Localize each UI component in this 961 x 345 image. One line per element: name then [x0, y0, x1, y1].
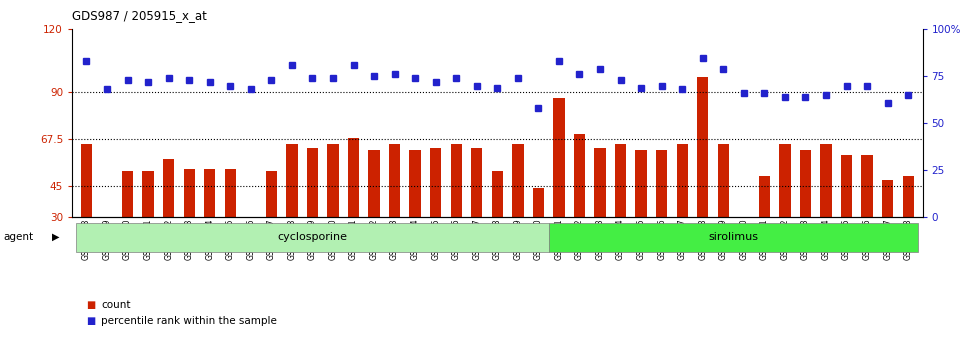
Bar — [348, 138, 359, 217]
Bar — [554, 98, 565, 217]
Text: ▶: ▶ — [52, 232, 60, 242]
Bar — [595, 148, 605, 217]
Bar — [821, 144, 831, 217]
Bar — [759, 176, 770, 217]
Bar — [902, 176, 914, 217]
Bar — [718, 144, 729, 217]
Bar — [779, 144, 791, 217]
Bar — [451, 144, 462, 217]
Text: count: count — [101, 300, 131, 310]
Bar — [492, 171, 503, 217]
Text: percentile rank within the sample: percentile rank within the sample — [101, 316, 277, 326]
Bar — [656, 150, 667, 217]
Bar — [677, 144, 688, 217]
Text: cyclosporine: cyclosporine — [278, 232, 348, 242]
Bar — [635, 150, 647, 217]
Text: sirolimus: sirolimus — [708, 232, 758, 242]
Bar — [409, 150, 421, 217]
Bar — [163, 159, 174, 217]
Text: ■: ■ — [86, 300, 96, 310]
Bar — [574, 134, 585, 217]
Bar — [368, 150, 380, 217]
Bar — [697, 77, 708, 217]
Text: ■: ■ — [86, 316, 96, 326]
Bar — [184, 169, 195, 217]
Bar — [471, 148, 482, 217]
Bar — [882, 180, 894, 217]
Bar — [225, 169, 235, 217]
Bar — [615, 144, 627, 217]
Bar — [265, 171, 277, 217]
Bar — [328, 144, 338, 217]
Bar — [122, 171, 134, 217]
Bar — [81, 144, 92, 217]
Bar — [430, 148, 441, 217]
Text: agent: agent — [3, 232, 33, 242]
Bar — [142, 171, 154, 217]
Bar — [532, 188, 544, 217]
Bar — [800, 150, 811, 217]
Bar — [861, 155, 873, 217]
Bar — [204, 169, 215, 217]
Bar — [286, 144, 298, 217]
Bar — [389, 144, 400, 217]
Bar — [512, 144, 524, 217]
Bar — [841, 155, 852, 217]
Bar — [307, 148, 318, 217]
Text: GDS987 / 205915_x_at: GDS987 / 205915_x_at — [72, 9, 207, 22]
